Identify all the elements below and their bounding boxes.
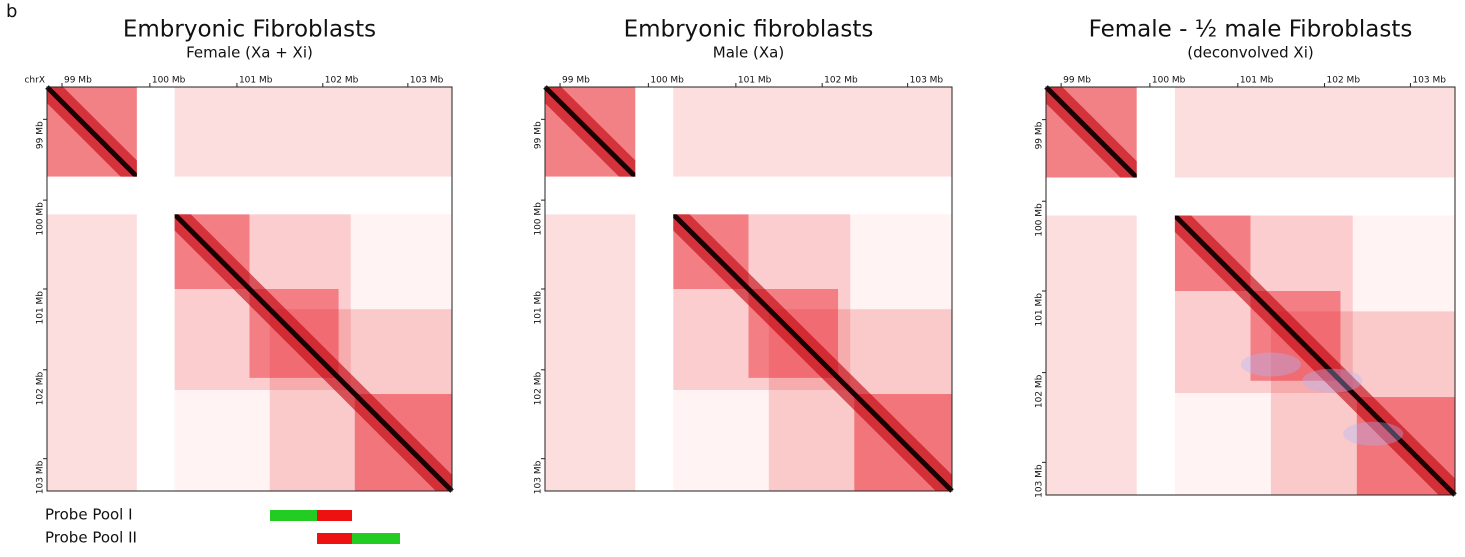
panel-label: b — [6, 1, 17, 22]
probe-label: Probe Pool II — [45, 529, 137, 547]
y-tick-label: 101 Mb — [1035, 293, 1045, 327]
x-tick-label: 100 Mb — [152, 76, 186, 86]
domain — [174, 87, 452, 177]
probe-bar — [270, 510, 317, 521]
domain — [545, 214, 636, 491]
x-tick-label: 103 Mb — [910, 76, 944, 86]
y-tick-label: 100 Mb — [1035, 203, 1045, 237]
x-tick-label: 99 Mb — [1063, 76, 1091, 86]
panel-title: Female - ½ male Fibroblasts — [1089, 17, 1413, 43]
domain — [47, 214, 137, 491]
heatmap — [543, 85, 954, 493]
x-tick-label: 99 Mb — [64, 76, 92, 86]
y-tick-label: 99 Mb — [534, 121, 544, 149]
heatmap — [1044, 85, 1457, 497]
chrom-label: chrX — [24, 76, 45, 86]
y-tick-label: 100 Mb — [534, 202, 544, 236]
panel-subtitle: (deconvolved Xi) — [1187, 44, 1313, 62]
x-tick-label: 101 Mb — [239, 76, 273, 86]
y-tick-label: 102 Mb — [1035, 374, 1045, 408]
panel-title: Embryonic fibroblasts — [624, 17, 874, 43]
probe-bar — [317, 510, 352, 521]
x-tick-label: 101 Mb — [738, 76, 772, 86]
y-tick-label: 103 Mb — [534, 460, 544, 494]
probe-label: Probe Pool I — [45, 506, 133, 524]
x-tick-label: 102 Mb — [1327, 76, 1361, 86]
gap — [1136, 87, 1175, 495]
depletion — [1240, 352, 1301, 377]
panel-subtitle: Male (Xa) — [713, 44, 784, 62]
y-tick-label: 103 Mb — [1035, 464, 1045, 498]
y-tick-label: 103 Mb — [36, 460, 46, 494]
diagonal — [45, 85, 454, 493]
x-tick-label: 101 Mb — [1240, 76, 1274, 86]
y-tick-label: 101 Mb — [534, 291, 544, 325]
domain — [1174, 87, 1455, 178]
x-tick-label: 102 Mb — [325, 76, 359, 86]
gap — [136, 87, 175, 491]
y-tick-label: 99 Mb — [1035, 121, 1045, 149]
gap — [1046, 177, 1455, 216]
gap — [635, 87, 674, 491]
y-tick-label: 99 Mb — [36, 121, 46, 149]
x-tick-label: 99 Mb — [562, 76, 590, 86]
gap — [47, 176, 452, 215]
y-tick-label: 102 Mb — [36, 372, 46, 406]
diagonal — [1044, 85, 1457, 497]
panel-title: Embryonic Fibroblasts — [123, 17, 376, 43]
y-tick-label: 101 Mb — [36, 291, 46, 325]
domain — [673, 87, 952, 177]
probe-bar — [317, 533, 352, 544]
gap — [545, 176, 952, 215]
depletion — [1302, 368, 1363, 393]
x-tick-label: 103 Mb — [1412, 76, 1446, 86]
depletion — [1343, 421, 1404, 446]
x-tick-label: 100 Mb — [1152, 76, 1186, 86]
diagonal — [543, 85, 954, 493]
domain — [1046, 215, 1137, 495]
heatmap — [45, 85, 454, 493]
panel-subtitle: Female (Xa + Xi) — [186, 44, 313, 62]
x-tick-label: 103 Mb — [410, 76, 444, 86]
x-tick-label: 100 Mb — [650, 76, 684, 86]
y-tick-label: 102 Mb — [534, 372, 544, 406]
x-tick-label: 102 Mb — [824, 76, 858, 86]
y-tick-label: 100 Mb — [36, 202, 46, 236]
probe-bar — [352, 533, 400, 544]
